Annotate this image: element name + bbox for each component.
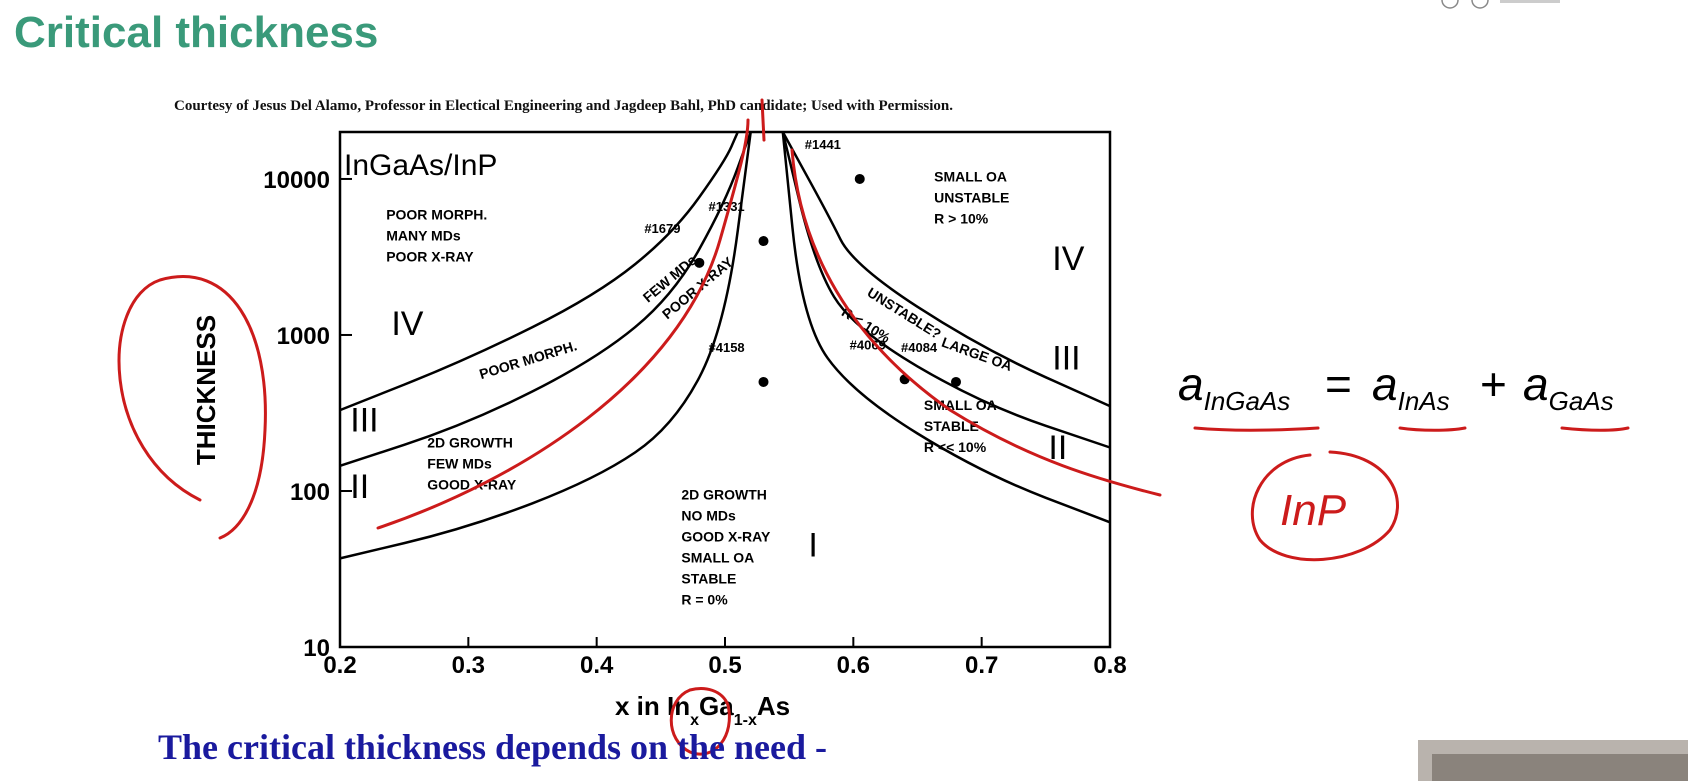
region-label-line: STABLE	[681, 571, 736, 587]
x-tick-label: 0.3	[452, 652, 485, 679]
sample-point	[854, 173, 865, 184]
x-axis-label-main: x in In	[615, 691, 690, 721]
courtesy-note: Courtesy of Jesus Del Alamo, Professor i…	[174, 98, 954, 114]
formula-a3: a	[1523, 358, 1549, 410]
x-tick-label: 0.5	[708, 652, 741, 679]
y-tick-label: 100	[290, 479, 330, 506]
curve-label: LARGE OA	[940, 334, 1015, 374]
region-label: 2D GROWTH NO MDs GOOD X-RAY SMALL OA STABLE R…	[681, 487, 771, 608]
ink-underline-3	[1560, 426, 1630, 432]
bottom-caption: The critical thickness depends on the ne…	[158, 727, 828, 767]
region-label-line: POOR X-RAY	[386, 248, 474, 264]
webcam-inner	[1432, 754, 1688, 781]
x-tick-label: 0.8	[1093, 652, 1126, 679]
boundary-curve	[339, 131, 752, 560]
region-label-line: UNSTABLE	[934, 190, 1009, 206]
formula-rhs2-sub: GaAs	[1549, 386, 1614, 416]
svg-text:aGaAs: aGaAs	[1523, 358, 1614, 416]
sample-point-label: #4069	[850, 337, 886, 352]
sample-point	[758, 376, 769, 387]
region-label: POOR MORPH. MANY MDs POOR X-RAY	[386, 206, 487, 264]
region-label: 2D GROWTH FEW MDs GOOD X-RAY	[427, 434, 517, 492]
x-tick-label: 0.2	[323, 652, 356, 679]
formula-lhs-sub: InGaAs	[1204, 386, 1291, 416]
sample-point	[694, 257, 705, 268]
ink-curve-right	[790, 148, 1162, 497]
sample-point	[758, 236, 769, 247]
region-roman-label: III	[350, 402, 378, 440]
inset-label: InGaAs/InP	[344, 149, 497, 182]
y-axis-label: THICKNESS	[191, 315, 221, 465]
ink-underline-1	[1193, 426, 1320, 432]
x-axis-label: x in InxGa1-xAs	[615, 691, 790, 729]
x-axis-label-sub1: x	[690, 712, 699, 729]
sample-point-label: #1441	[805, 137, 841, 152]
x-tick-label: 0.6	[837, 652, 870, 679]
slide-title: Critical thickness	[14, 8, 379, 57]
ink-circle-thickness	[117, 275, 267, 540]
formula-equals: =	[1325, 358, 1352, 410]
region-roman-label: IV	[1052, 240, 1084, 278]
boundary-curve	[781, 131, 1112, 408]
region-label-line: 2D GROWTH	[427, 434, 513, 450]
svg-text:aInGaAs: aInGaAs	[1178, 358, 1290, 416]
sample-point-label: #4158	[709, 340, 745, 355]
ink-curve-left	[376, 118, 750, 530]
handwritten-ink	[117, 98, 1630, 756]
sample-point-label: #1331	[709, 199, 745, 214]
region-label: SMALL OA STABLE R << 10%	[924, 397, 997, 455]
region-roman-label: IV	[391, 305, 423, 343]
svg-text:aInAs: aInAs	[1372, 358, 1450, 416]
formula-plus: +	[1480, 358, 1507, 410]
region-label-line: R = 0%	[681, 592, 728, 608]
y-tick-label: 1000	[277, 323, 330, 350]
ink-tick	[760, 98, 766, 142]
y-tick-label: 10	[303, 635, 330, 662]
region-label: SMALL OA UNSTABLE R > 10%	[934, 169, 1009, 227]
presenter-logo-icon	[1441, 0, 1560, 9]
region-label-line: POOR MORPH.	[386, 206, 487, 222]
ink-handwritten-text: InP	[1280, 486, 1347, 535]
region-label-line: STABLE	[924, 418, 979, 434]
x-axis-label-end: As	[757, 691, 790, 721]
ink-circle-x	[669, 687, 731, 756]
region-label-line: FEW MDs	[427, 455, 492, 471]
formula-rhs1-sub: InAs	[1398, 386, 1450, 416]
region-label-line: GOOD X-RAY	[427, 476, 517, 492]
formula-a1: a	[1178, 358, 1204, 410]
sample-point	[951, 376, 961, 387]
region-label-line: MANY MDs	[386, 227, 461, 243]
region-roman-label: III	[1052, 340, 1080, 378]
formula-a2: a	[1372, 358, 1398, 410]
region-label-line: GOOD X-RAY	[681, 529, 771, 545]
region-label-line: SMALL OA	[681, 550, 754, 566]
region-label-line: NO MDs	[681, 508, 736, 524]
x-axis-label-sub2: 1-x	[734, 712, 757, 729]
region-roman-label: II	[1048, 429, 1067, 467]
region-label-line: SMALL OA	[934, 169, 1007, 185]
region-label-line: 2D GROWTH	[681, 487, 767, 503]
x-tick-label: 0.4	[580, 652, 614, 679]
x-tick-label: 0.7	[965, 652, 998, 679]
ink-underline-2	[1398, 426, 1467, 432]
sample-point-label: #4084	[901, 340, 938, 355]
region-label-line: SMALL OA	[924, 397, 997, 413]
sample-point-label: #1679	[644, 221, 680, 236]
y-tick-label: 10000	[263, 167, 330, 194]
region-roman-label: II	[350, 468, 369, 506]
svg-text:x in InxGa1-xAs: x in InxGa1-xAs	[615, 691, 790, 729]
ink-circle-inp	[1250, 450, 1399, 562]
boundary-curve	[781, 131, 1112, 524]
region-roman-label: I	[808, 527, 817, 565]
boundary-curve	[339, 131, 739, 412]
formula: aInGaAs = aInAs + aGaAs	[1178, 358, 1614, 416]
region-label-line: R > 10%	[934, 211, 989, 227]
boundary-curve	[339, 131, 752, 467]
region-label-line: R << 10%	[924, 439, 987, 455]
